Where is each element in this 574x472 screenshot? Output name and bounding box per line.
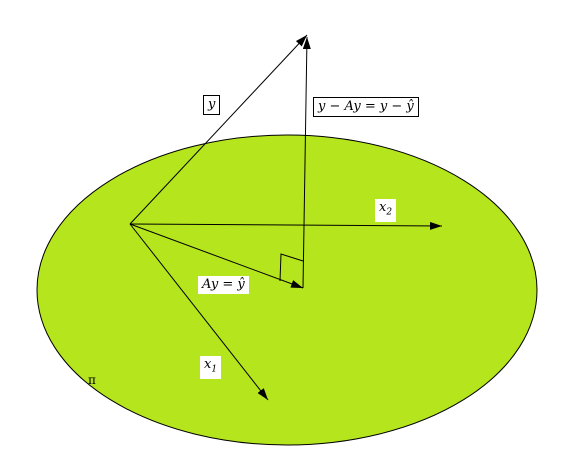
label-y-text: y bbox=[208, 97, 216, 112]
label-projection-text: Ay = ŷ bbox=[202, 277, 245, 292]
label-x2-subscript: 2 bbox=[386, 207, 393, 218]
plane-label: π bbox=[88, 373, 96, 387]
vector-x2 bbox=[129, 221, 443, 230]
plane-ellipse bbox=[36, 134, 538, 446]
label-x1: x1 bbox=[200, 356, 222, 379]
vector-y bbox=[129, 34, 308, 225]
vector-residual bbox=[302, 36, 311, 289]
label-y: y bbox=[203, 95, 221, 115]
label-x2-text: x bbox=[379, 200, 387, 215]
vector-x1 bbox=[129, 223, 269, 401]
label-x1-subscript: 1 bbox=[211, 364, 218, 375]
vector-projection bbox=[129, 223, 304, 289]
label-residual: y − Ay = y − ŷ bbox=[313, 97, 419, 117]
label-residual-text: y − Ay = y − ŷ bbox=[318, 99, 414, 114]
right-angle-marker bbox=[279, 253, 304, 282]
label-x2: x2 bbox=[375, 199, 397, 222]
label-projection: Ay = ŷ bbox=[198, 276, 249, 294]
label-x1-text: x bbox=[204, 357, 212, 372]
